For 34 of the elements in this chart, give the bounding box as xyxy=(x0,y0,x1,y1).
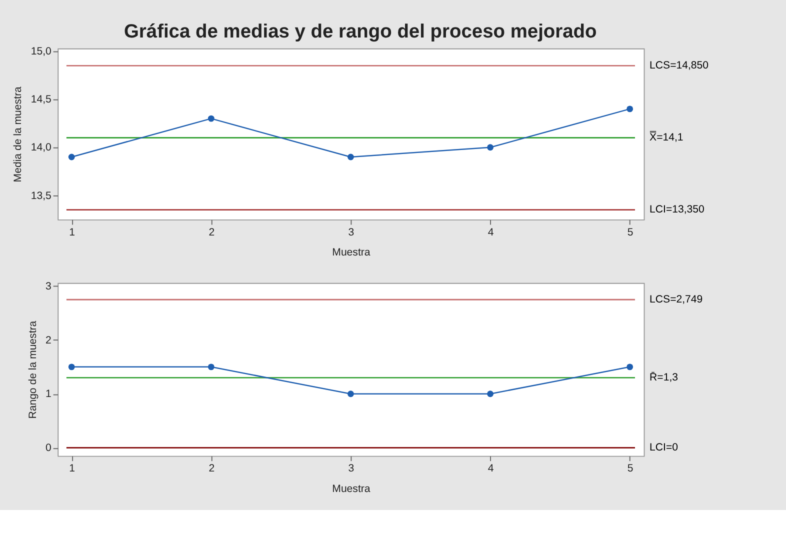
y-tick-label: 14,0 xyxy=(30,142,52,154)
y-tick-label: 15,0 xyxy=(30,46,52,58)
y-tick-label: 3 xyxy=(46,280,52,292)
point xyxy=(626,106,634,112)
chart-title: Gráfica de medias y de rango del proceso mejorado xyxy=(124,21,597,42)
ref-line-label: LCS=2,749 xyxy=(650,294,703,306)
y-axis-title: Rango de la muestra xyxy=(26,320,39,419)
x-tick-label: 3 xyxy=(348,226,354,238)
x-tick-label: 4 xyxy=(488,226,494,238)
ref-line-label: R̄=1,3 xyxy=(650,370,678,384)
x-tick-label: 4 xyxy=(488,462,494,475)
ref-line-label: X̿=14,1 xyxy=(649,130,684,144)
x-tick-label: 2 xyxy=(208,226,215,238)
point xyxy=(348,154,354,160)
point xyxy=(487,144,494,151)
point xyxy=(208,115,214,122)
point xyxy=(68,154,75,160)
y-tick-label: 14,5 xyxy=(30,94,52,106)
y-axis-title: Media de la muestra xyxy=(12,86,24,182)
ref-line-label: LCI=13,350 xyxy=(650,204,705,216)
x-axis-title: Muestra xyxy=(332,246,370,258)
x-axis-title: Muestra xyxy=(332,482,370,495)
ref-line-label: LCS=14,850 xyxy=(650,60,709,72)
y-tick-label: 0 xyxy=(46,442,52,454)
y-tick-label: 13,5 xyxy=(30,190,52,202)
x-tick-label: 1 xyxy=(69,226,76,238)
y-tick-label: 2 xyxy=(46,334,52,346)
x-tick-label: 5 xyxy=(627,226,634,238)
x-tick-label: 1 xyxy=(69,462,76,475)
ref-line-label: LCI=0 xyxy=(650,442,678,454)
x-tick-label: 5 xyxy=(627,462,634,475)
x-tick-label: 2 xyxy=(208,462,215,475)
y-tick-label: 1 xyxy=(46,388,52,400)
x-tick-label: 3 xyxy=(348,462,354,475)
